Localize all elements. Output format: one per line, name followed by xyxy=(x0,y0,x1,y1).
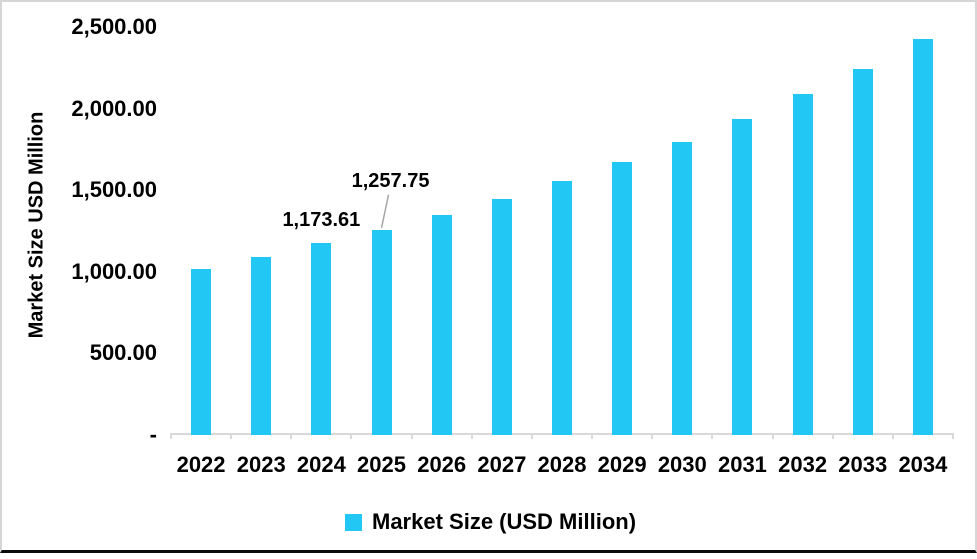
y-tick-label: 2,500.00 xyxy=(71,14,157,39)
x-tick-label: 2024 xyxy=(296,452,346,477)
x-axis-tick xyxy=(651,433,654,439)
x-axis-tick xyxy=(831,433,834,439)
y-tick-label: 2,000.00 xyxy=(71,95,157,121)
x-tick-label: 2033 xyxy=(838,452,888,477)
x-tick-label: 2025 xyxy=(357,452,406,477)
y-tick-label: 1,500.00 xyxy=(71,177,157,203)
x-axis-tick xyxy=(170,433,172,439)
x-axis-tick xyxy=(290,433,293,439)
y-axis-title: Market Size USD Million xyxy=(25,111,48,339)
x-axis-tick xyxy=(711,433,714,439)
bar xyxy=(552,180,572,435)
x-axis-tick xyxy=(952,433,954,439)
x-axis-tick xyxy=(470,433,473,439)
x-tick-label: 2030 xyxy=(657,452,707,477)
legend: Market Size (USD Million) xyxy=(345,511,636,533)
x-tick-label: 2031 xyxy=(717,452,767,477)
x-tick-label: 2034 xyxy=(898,452,948,477)
bar xyxy=(612,162,633,435)
bar xyxy=(491,198,512,435)
y-tick-label: 500.00 xyxy=(89,340,157,366)
x-tick-label: 2028 xyxy=(537,452,587,477)
y-tick-label: - xyxy=(149,422,157,447)
bar xyxy=(852,68,873,435)
y-tick-label: 1,000.00 xyxy=(71,258,157,284)
bar xyxy=(912,39,933,435)
bar xyxy=(191,269,212,435)
x-axis-tick xyxy=(230,433,233,439)
bar xyxy=(431,214,452,435)
x-tick-label: 2023 xyxy=(236,452,286,477)
x-tick-label: 2026 xyxy=(417,452,467,477)
bar xyxy=(371,229,392,435)
bar xyxy=(311,243,332,435)
bar xyxy=(732,119,753,435)
bar xyxy=(672,141,693,435)
x-axis-tick xyxy=(350,433,353,439)
legend-swatch-icon xyxy=(345,513,362,531)
data-label: 1,257.75 xyxy=(351,169,430,192)
x-tick-label: 2029 xyxy=(597,452,647,477)
x-tick-label: 2027 xyxy=(477,452,527,477)
x-tick-label: 2022 xyxy=(176,452,226,477)
x-axis-tick xyxy=(530,433,533,439)
data-label: 1,173.61 xyxy=(282,209,361,232)
x-axis-tick xyxy=(410,433,413,439)
x-tick-label: 2032 xyxy=(778,452,828,477)
x-axis-tick xyxy=(591,433,594,439)
bar xyxy=(792,93,813,435)
x-axis-tick xyxy=(891,433,894,439)
bar xyxy=(251,256,272,435)
x-axis-tick xyxy=(771,433,774,439)
legend-label: Market Size (USD Million) xyxy=(372,509,637,534)
